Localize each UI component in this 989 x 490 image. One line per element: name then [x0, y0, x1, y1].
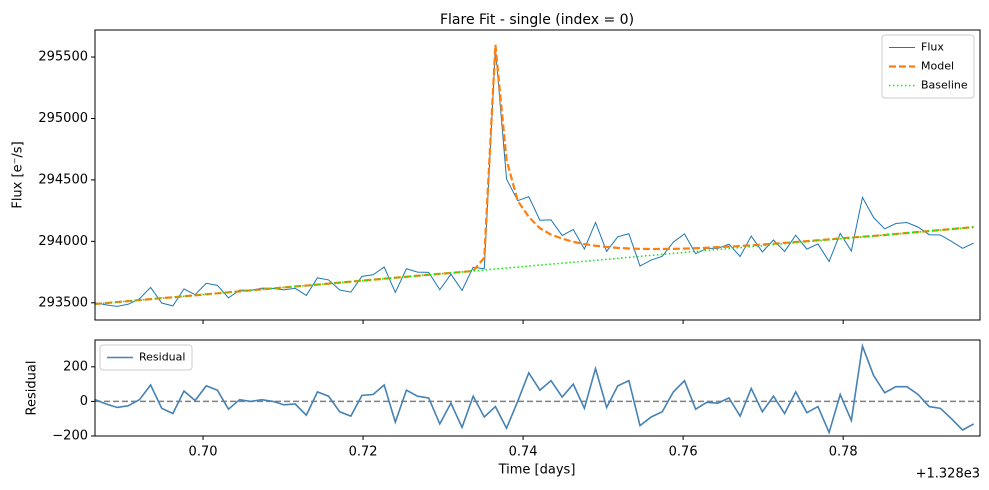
y-tick-label: 293500	[38, 295, 88, 310]
legend-box	[99, 344, 193, 371]
legend-label: Baseline	[921, 79, 968, 92]
y-tick-label: 295500	[38, 50, 88, 65]
x-tick-label: 0.70	[189, 445, 218, 460]
legend-box	[881, 34, 975, 99]
y-tick-label: 200	[63, 359, 88, 374]
data-line	[95, 342, 975, 435]
y-axis-label: Residual	[25, 361, 40, 416]
plot-area	[95, 44, 974, 307]
legend: Residual	[99, 344, 193, 371]
axes-frame	[94, 29, 981, 321]
legend: Flux Model Baseline	[881, 34, 975, 99]
x-axis-label: Time [days]	[498, 463, 576, 478]
y-tick-label: 294500	[38, 172, 88, 187]
y-tick-label: 0	[80, 394, 88, 409]
y-tick-label: 294000	[38, 234, 88, 249]
x-offset-label: +1.328e3	[916, 467, 980, 482]
axes-frame	[94, 339, 981, 437]
legend-label: Residual	[139, 351, 185, 364]
x-tick-label: 0.76	[669, 445, 698, 460]
x-tick-label: 0.74	[509, 445, 538, 460]
y-tick-label: 295000	[38, 111, 88, 126]
data-line	[95, 44, 974, 306]
legend-label: Flux	[921, 41, 944, 54]
y-tick-label: −200	[52, 429, 88, 444]
data-line	[95, 226, 974, 305]
chart-title: Flare Fit - single (index = 0)	[440, 12, 634, 28]
y-axis-label: Flux [e⁻/s]	[11, 141, 26, 208]
x-tick-label: 0.78	[829, 445, 858, 460]
legend-label: Model	[921, 60, 954, 73]
x-tick-label: 0.72	[349, 445, 378, 460]
data-line	[95, 48, 974, 307]
plot-area	[95, 342, 975, 435]
